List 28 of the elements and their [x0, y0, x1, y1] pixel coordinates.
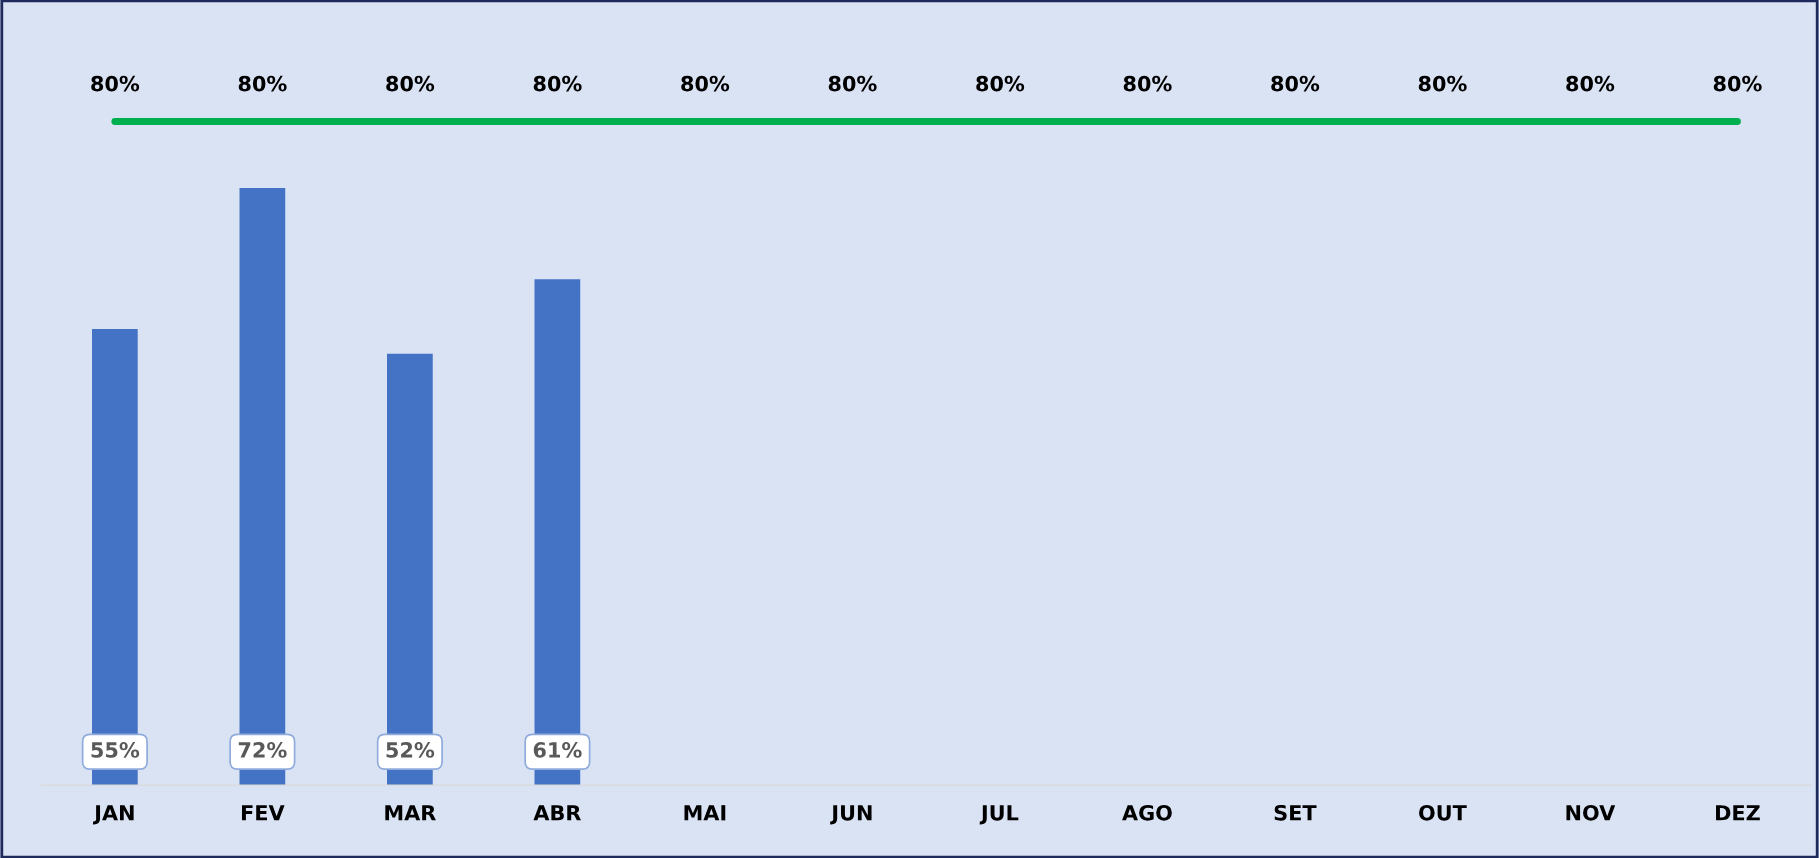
data-label: 80%	[1713, 75, 1762, 92]
data-label: 80%	[1123, 75, 1172, 92]
x-tick-label: SET	[1274, 804, 1317, 821]
data-label: 55%	[91, 742, 140, 758]
x-tick-label: NOV	[1566, 804, 1616, 821]
x-tick-label: JUN	[830, 805, 872, 825]
x-tick-label: JUL	[979, 805, 1019, 825]
data-label: 80%	[828, 75, 877, 92]
x-tick-label: MAR	[385, 805, 436, 821]
data-label: 80%	[238, 75, 287, 92]
data-label: 61%	[533, 742, 582, 758]
data-label: 80%	[1566, 75, 1615, 92]
data-label: 80%	[533, 75, 582, 92]
x-tick-label: MAI	[684, 805, 726, 821]
data-label: 72%	[238, 742, 287, 758]
x-tick-label: FEV	[241, 805, 285, 821]
data-label: 52%	[386, 742, 435, 758]
data-label: 80%	[681, 75, 730, 92]
x-tick-label: DEZ	[1716, 805, 1760, 821]
x-tick-label: OUT	[1419, 804, 1467, 821]
data-label: 80%	[976, 75, 1025, 92]
data-label: 80%	[386, 75, 435, 92]
data-label: 80%	[91, 75, 140, 92]
x-tick-label: ABR	[533, 805, 581, 821]
data-label: 80%	[1271, 75, 1320, 92]
x-tick-label: JAN	[93, 805, 134, 825]
data-label: 80%	[1418, 75, 1467, 92]
x-tick-label: AGO	[1122, 804, 1172, 821]
